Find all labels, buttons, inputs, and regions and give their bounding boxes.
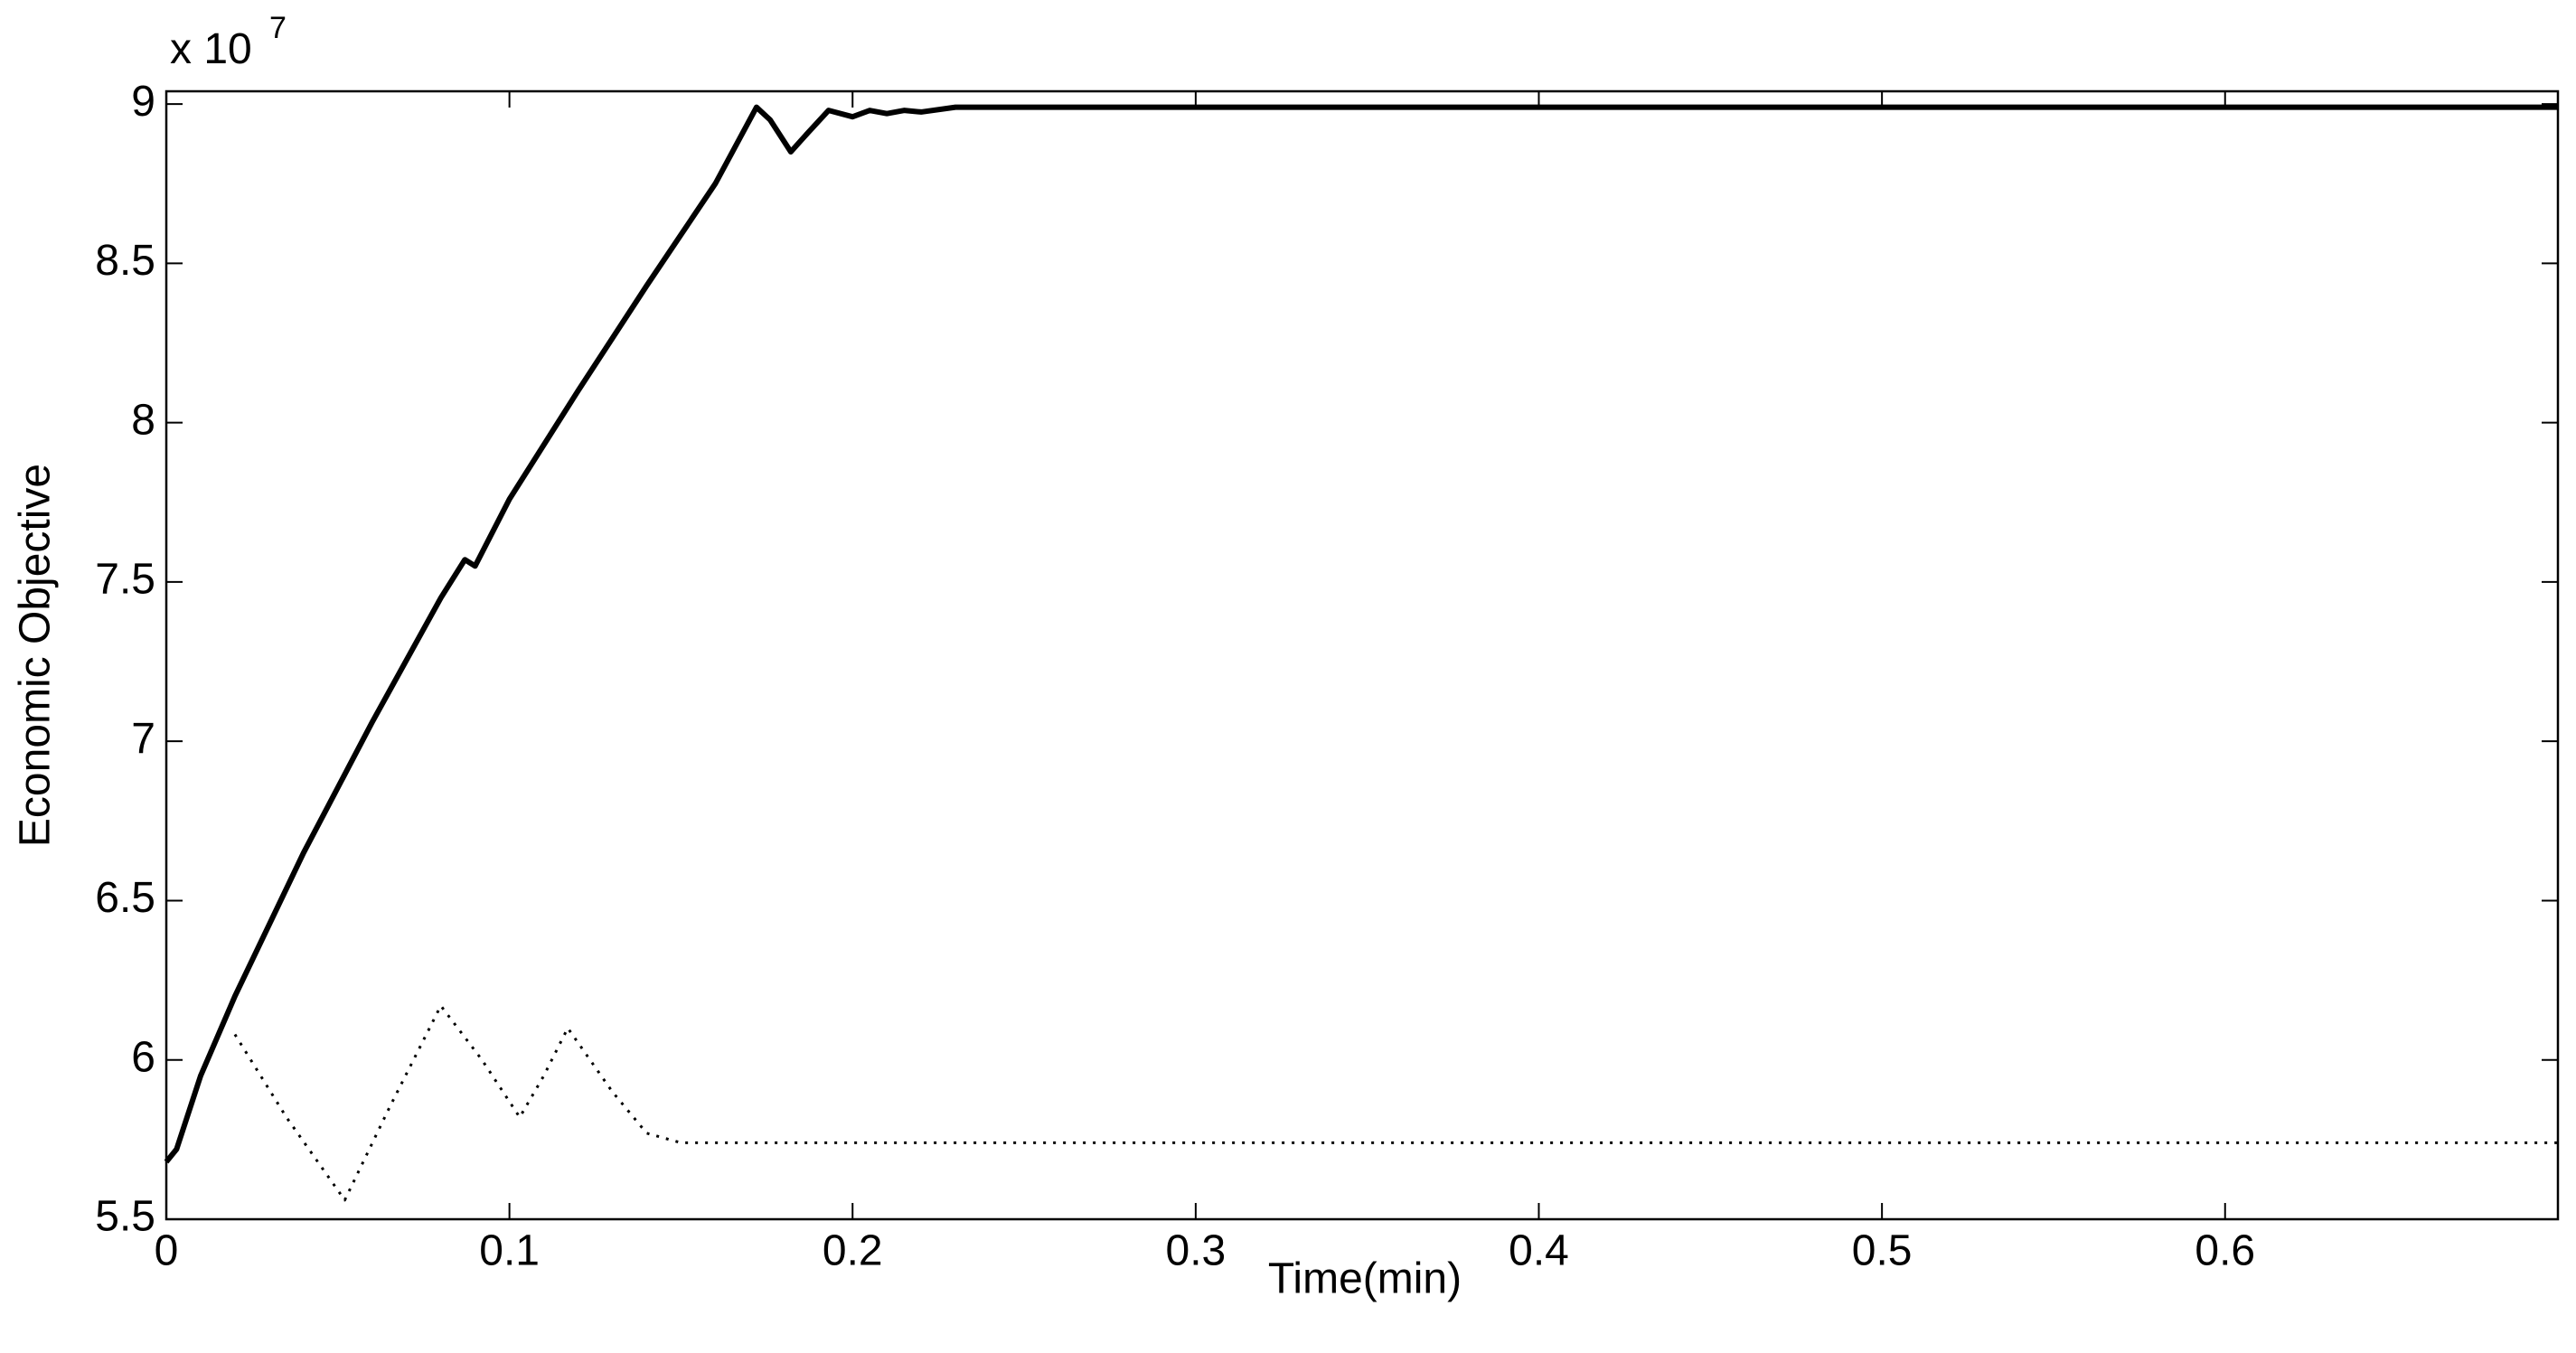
plot-frame [165,89,2560,1221]
y-multiplier-exponent: 7 [269,11,287,45]
x-tick-label: 0.1 [479,1227,540,1275]
y-tick-label: 9 [131,78,155,126]
x-tick-label: 0.2 [823,1227,883,1275]
y-tick-label: 7 [131,715,155,763]
x-tick-label: 0.6 [2195,1227,2255,1275]
y-tick-label: 8.5 [95,237,155,285]
y-axis-label: Economic Objective [12,464,60,847]
y-tick-label: 6 [131,1033,155,1081]
x-tick-label: 0.3 [1166,1227,1227,1275]
y-tick-label: 5.5 [95,1193,155,1241]
y-multiplier: x 10 [170,25,252,73]
x-axis-label: Time(min) [1268,1255,1462,1303]
series-line [233,1004,2558,1202]
x-tick-label: 0 [155,1227,179,1275]
series-line [164,104,2558,1164]
y-tick-label: 6.5 [95,874,155,922]
x-tick-label: 0.4 [1509,1227,1569,1275]
y-tick-label: 7.5 [95,556,155,604]
y-tick-label: 8 [131,396,155,444]
x-tick-label: 0.5 [1852,1227,1913,1275]
